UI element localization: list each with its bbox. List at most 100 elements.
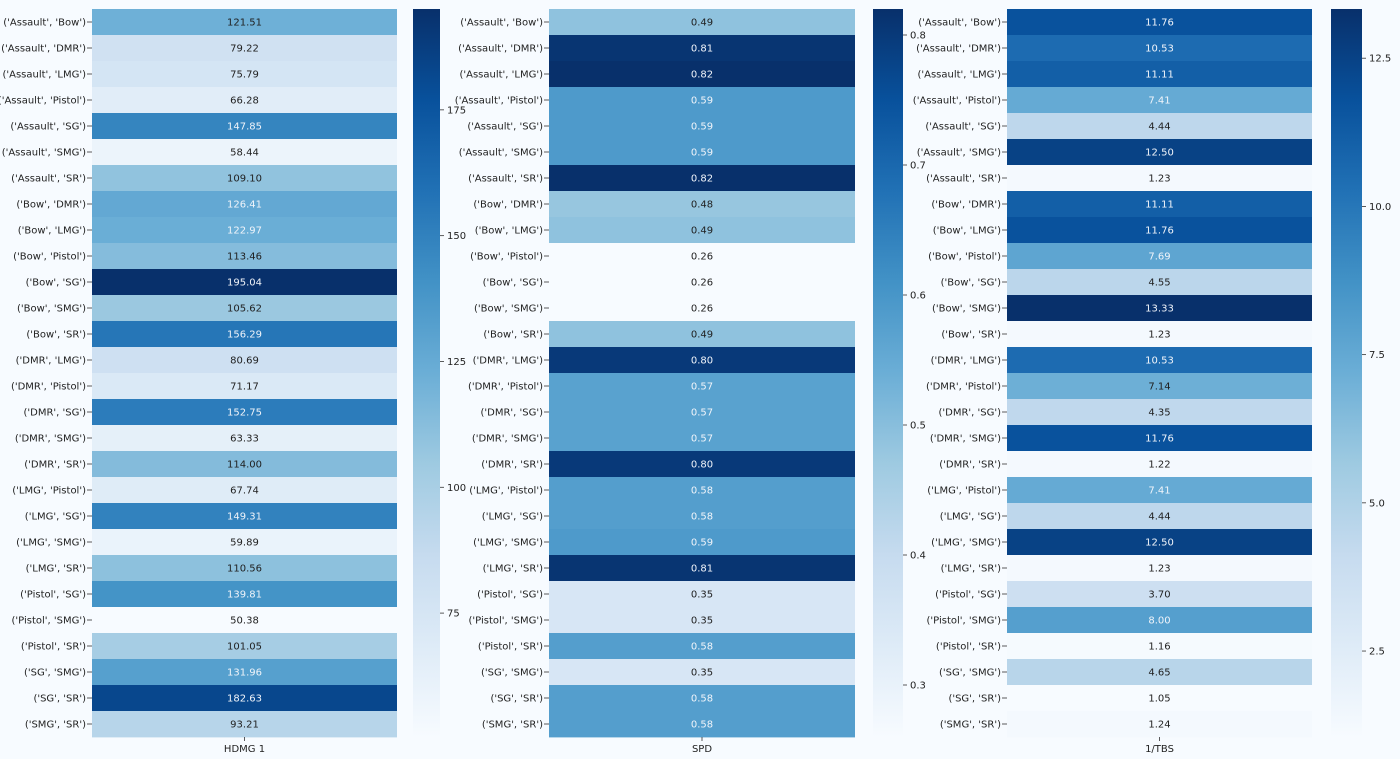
cell-value-label: 7.14 [1148,382,1170,393]
colorbar-tick-label: 0.3 [910,681,926,692]
row-label: ('DMR', 'SR') [939,460,1001,471]
cell-value-label: 10.53 [1145,44,1174,55]
cell-value-label: 0.48 [691,200,713,211]
row-label: ('LMG', 'Pistol') [469,486,543,497]
x-axis-label: SPD [692,744,712,755]
row-label: ('Bow', 'SG') [483,278,544,289]
row-label: ('LMG', 'SG') [940,512,1001,523]
colorbar-tick-label: 125 [447,357,466,368]
row-label: ('SMG', 'SR') [482,720,543,731]
cell-value-label: 7.41 [1148,96,1170,107]
row-label: ('Assault', 'Pistol') [455,96,543,107]
row-label: ('Bow', 'SMG') [17,304,86,315]
cell-value-label: 67.74 [230,486,259,497]
cell-value-label: 1.05 [1148,694,1170,705]
row-label: ('SMG', 'SR') [940,720,1001,731]
row-label: ('DMR', 'Pistol') [11,382,86,393]
cell-value-label: 4.44 [1148,122,1170,133]
row-label: ('Pistol', 'SMG') [927,616,1002,627]
row-label: ('Assault', 'LMG') [917,70,1001,81]
cell-value-label: 71.17 [230,382,259,393]
cell-value-label: 131.96 [227,668,262,679]
row-label: ('Bow', 'Pistol') [470,252,543,263]
row-label: ('Bow', 'SR') [941,330,1001,341]
row-label: ('LMG', 'SMG') [473,538,543,549]
row-label: ('Bow', 'SG') [26,278,87,289]
row-label: ('Assault', 'Bow') [460,18,543,29]
colorbar-tick-label: 10.0 [1369,202,1391,213]
row-label: ('LMG', 'SR') [26,564,86,575]
row-label: ('SMG', 'SR') [25,720,86,731]
cell-value-label: 0.82 [691,70,713,81]
row-label: ('SG', 'SMG') [24,668,86,679]
cell-value-label: 13.33 [1145,304,1174,315]
row-label: ('DMR', 'SMG') [472,434,543,445]
cell-value-label: 7.69 [1148,252,1170,263]
row-label: ('Assault', 'DMR') [1,44,86,55]
cell-value-label: 149.31 [227,512,262,523]
row-label: ('Bow', 'SR') [483,330,543,341]
row-label: ('Assault', 'SMG') [459,148,543,159]
cell-value-label: 4.44 [1148,512,1170,523]
row-label: ('Bow', 'SMG') [474,304,543,315]
row-label: ('Bow', 'SMG') [932,304,1001,315]
cell-value-label: 195.04 [227,278,262,289]
cell-value-label: 0.57 [691,408,713,419]
cell-value-label: 126.41 [227,200,262,211]
row-label: ('LMG', 'Pistol') [12,486,86,497]
cell-value-label: 0.57 [691,382,713,393]
cell-value-label: 114.00 [227,460,262,471]
row-label: ('SG', 'SMG') [939,668,1001,679]
row-label: ('SG', 'SMG') [481,668,543,679]
cell-value-label: 0.58 [691,694,713,705]
colorbar [1331,9,1362,737]
cell-value-label: 109.10 [227,174,262,185]
cell-value-label: 1.23 [1148,174,1170,185]
row-label: ('Bow', 'LMG') [933,226,1001,237]
cell-value-label: 0.82 [691,174,713,185]
cell-value-label: 0.58 [691,720,713,731]
row-label: ('Assault', 'Bow') [3,18,86,29]
row-label: ('Assault', 'SR') [926,174,1001,185]
row-label: ('Bow', 'SG') [941,278,1002,289]
row-label: ('Bow', 'Pistol') [13,252,86,263]
row-label: ('DMR', 'SG') [480,408,543,419]
colorbar [873,9,903,737]
cell-value-label: 0.26 [691,304,713,315]
cell-value-label: 0.35 [691,616,713,627]
row-label: ('Assault', 'SR') [468,174,543,185]
colorbar-tick-label: 0.7 [910,161,926,172]
row-label: ('DMR', 'Pistol') [468,382,543,393]
heatmap-panel: 121.51('Assault', 'Bow')79.22('Assault',… [0,9,466,755]
cell-value-label: 66.28 [230,96,259,107]
x-axis-label: HDMG 1 [224,744,265,755]
cell-value-label: 101.05 [227,642,262,653]
cell-value-label: 0.59 [691,96,713,107]
cell-value-label: 182.63 [227,694,262,705]
cell-value-label: 0.59 [691,148,713,159]
row-label: ('LMG', 'SMG') [931,538,1001,549]
row-label: ('Assault', 'SG') [925,122,1001,133]
row-label: ('DMR', 'LMG') [473,356,543,367]
row-label: ('Assault', 'DMR') [916,44,1001,55]
cell-value-label: 4.55 [1148,278,1170,289]
row-label: ('Assault', 'LMG') [459,70,543,81]
cell-value-label: 0.80 [691,356,713,367]
row-label: ('LMG', 'SR') [941,564,1001,575]
row-label: ('Bow', 'DMR') [931,200,1001,211]
row-label: ('Bow', 'LMG') [475,226,543,237]
cell-value-label: 3.70 [1148,590,1170,601]
cell-value-label: 0.58 [691,512,713,523]
heatmap-panel: 11.76('Assault', 'Bow')10.53('Assault', … [913,9,1391,755]
cell-value-label: 0.35 [691,590,713,601]
cell-value-label: 0.81 [691,564,713,575]
cell-value-label: 0.81 [691,44,713,55]
row-label: ('Assault', 'SMG') [2,148,86,159]
row-label: ('Pistol', 'SR') [21,642,86,653]
cell-value-label: 139.81 [227,590,262,601]
cell-value-label: 1.23 [1148,330,1170,341]
row-label: ('LMG', 'Pistol') [927,486,1001,497]
cell-value-label: 4.65 [1148,668,1170,679]
cell-value-label: 79.22 [230,44,259,55]
